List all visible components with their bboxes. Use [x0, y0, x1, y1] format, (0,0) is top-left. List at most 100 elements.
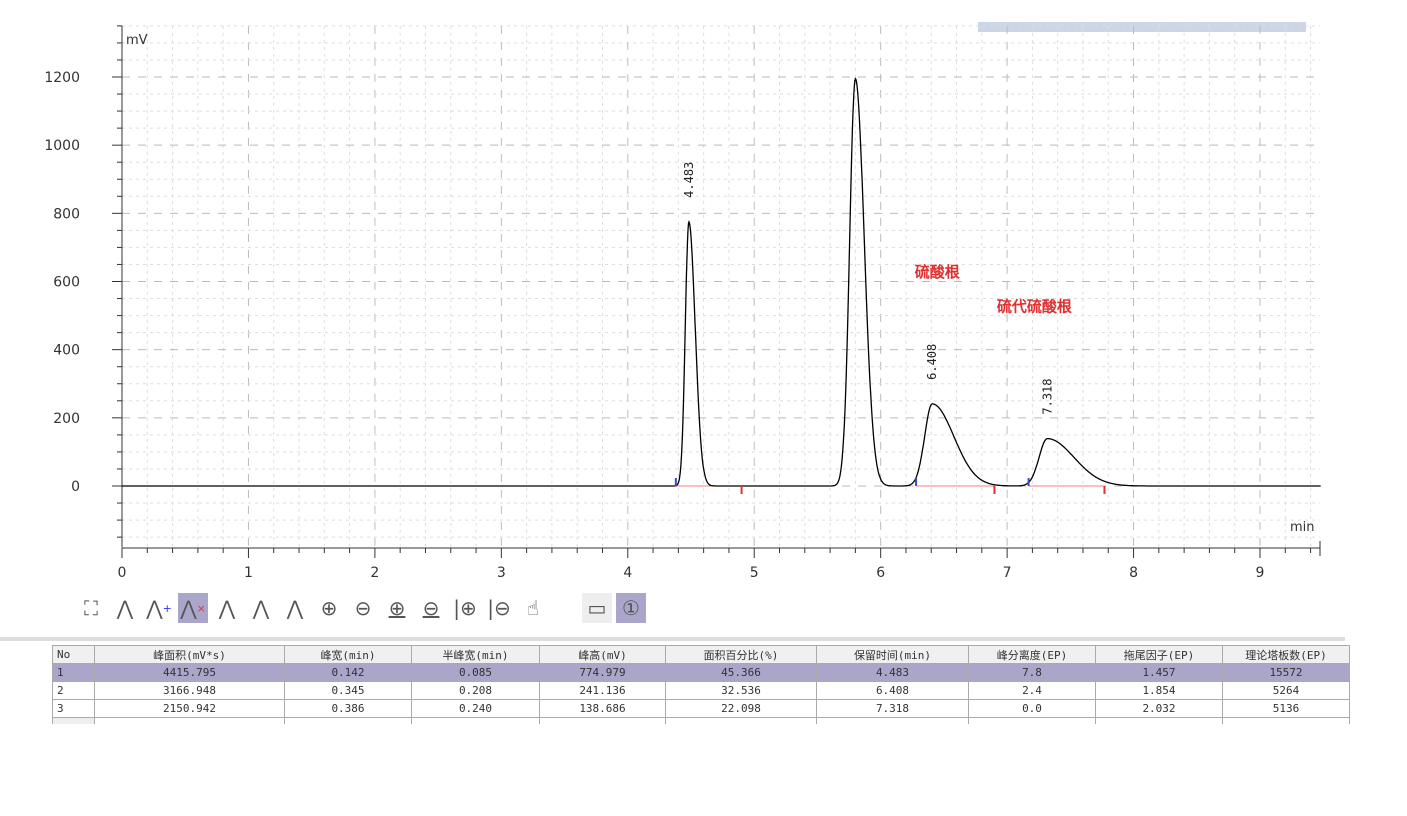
column-header[interactable]: 理论塔板数(EP) [1222, 645, 1350, 664]
table-cell [1222, 717, 1350, 724]
y-tick-label: 200 [53, 411, 80, 427]
chromatogram-trace [122, 77, 1321, 487]
table-cell: 5264 [1222, 681, 1350, 700]
table-cell: 4415.795 [94, 663, 285, 682]
zoom-in-icon[interactable]: ⊕ [320, 596, 338, 620]
table-cell: 32.536 [665, 681, 817, 700]
zoom-in-y-icon[interactable]: ⊕ [388, 596, 406, 620]
x-tick-label: 6 [876, 565, 885, 581]
table-cell: 7.318 [816, 699, 969, 718]
column-header[interactable]: 半峰宽(min) [411, 645, 540, 664]
table-cell: 774.979 [539, 663, 666, 682]
table-row[interactable]: 2 3166.948 0.345 0.208 241.136 32.536 6.408 2.4… [52, 681, 1350, 700]
table-row[interactable]: 3 2150.942 0.386 0.240 138.686 22.098 7.318 0.0… [52, 699, 1350, 718]
table-cell: 2 [52, 681, 95, 700]
table-cell: 2.032 [1095, 699, 1223, 718]
table-row[interactable]: 1 4415.795 0.142 0.085 774.979 45.366 4.483 7.8… [52, 663, 1350, 682]
zoom-out-icon[interactable]: ⊖ [354, 596, 372, 620]
x-tick-label: 8 [1129, 565, 1138, 581]
table-cell: 2.4 [968, 681, 1096, 700]
toolbar: ⛶ ⋀ ⋀ + ⋀ × ⋀ ⋀ ⋀ ⊕ ⊖ ⊕ ⊖ |⊕ |⊖ ☝ ▭ ① [76, 592, 646, 624]
y-tick-label: 0 [71, 479, 80, 495]
y-tick-label: 1000 [44, 138, 80, 154]
x-tick-label: 4 [623, 565, 632, 581]
peak-table: No 峰面积(mV*s) 峰宽(min) 半峰宽(min) 峰高(mV) 面积百分比(%)… [52, 645, 1350, 724]
table-cell: 241.136 [539, 681, 666, 700]
table-cell: 1.854 [1095, 681, 1223, 700]
peak-retention-label: 7.318 [1040, 378, 1054, 414]
table-cell [52, 717, 95, 724]
x-tick-label: 7 [1003, 565, 1012, 581]
fit-view-icon[interactable]: ⛶ [84, 596, 98, 620]
peak-name-label: 硫代硫酸根 [997, 298, 1072, 316]
zoom-out-x-icon[interactable]: |⊖ [487, 596, 511, 620]
zoom-in-x-icon[interactable]: |⊕ [453, 596, 477, 620]
column-header[interactable]: 保留时间(min) [816, 645, 969, 664]
peak-icon[interactable]: ⋀ [116, 596, 134, 620]
y-tick-label: 600 [53, 275, 80, 291]
table-cell [1095, 717, 1223, 724]
channel-1-icon[interactable]: ① [616, 593, 646, 623]
table-cell: 7.8 [968, 663, 1096, 682]
table-cell [284, 717, 412, 724]
chromatogram-chart[interactable]: 0 200 400 600 800 1000 1200 0 1 2 3 4 5 6 7 8 9 mV min 4.48… [0, 0, 1407, 590]
y-axis-label: mV [126, 33, 148, 48]
table-cell: 6.408 [816, 681, 969, 700]
empty-row [52, 717, 1350, 724]
column-header[interactable]: 拖尾因子(EP) [1095, 645, 1223, 664]
table-cell [539, 717, 666, 724]
y-tick-label: 800 [53, 206, 80, 222]
x-axis-label: min [1290, 520, 1315, 535]
ruler-icon[interactable]: ▭ [582, 593, 612, 623]
table-cell [94, 717, 285, 724]
table-cell: 45.366 [665, 663, 817, 682]
table-cell: 0.208 [411, 681, 540, 700]
table-cell: 0.386 [284, 699, 412, 718]
table-cell: 0.345 [284, 681, 412, 700]
column-header[interactable]: 峰面积(mV*s) [94, 645, 285, 664]
column-header[interactable]: 峰宽(min) [284, 645, 412, 664]
x-tick-label: 0 [118, 565, 127, 581]
peak-retention-label: 6.408 [925, 344, 939, 380]
table-cell: 15572 [1222, 663, 1350, 682]
y-tick-label: 1200 [44, 70, 80, 86]
peak-start-icon[interactable]: ⋀ [218, 596, 236, 620]
table-cell: 0.142 [284, 663, 412, 682]
x-tick-label: 9 [1256, 565, 1265, 581]
x-tick-label: 3 [497, 565, 506, 581]
table-cell: 1 [52, 663, 95, 682]
table-cell: 22.098 [665, 699, 817, 718]
column-header[interactable]: 峰高(mV) [539, 645, 666, 664]
split-peak-icon[interactable]: ⋀ [286, 596, 304, 620]
table-cell: 0.240 [411, 699, 540, 718]
table-cell: 2150.942 [94, 699, 285, 718]
table-cell: 0.085 [411, 663, 540, 682]
table-cell [665, 717, 817, 724]
table-cell: 3 [52, 699, 95, 718]
x-tick-label: 5 [750, 565, 759, 581]
divider [0, 637, 1345, 641]
column-header[interactable]: 面积百分比(%) [665, 645, 817, 664]
table-cell: 138.686 [539, 699, 666, 718]
table-cell [968, 717, 1096, 724]
table-cell: 4.483 [816, 663, 969, 682]
peak-baseline-icon[interactable]: ⋀ [252, 596, 270, 620]
x-tick-label: 1 [244, 565, 253, 581]
zoom-out-y-icon[interactable]: ⊖ [422, 596, 440, 620]
table-cell: 5136 [1222, 699, 1350, 718]
table-cell: 0.0 [968, 699, 1096, 718]
peak-retention-label: 4.483 [682, 162, 696, 198]
add-peak-icon[interactable]: ⋀ + [146, 596, 172, 620]
delete-peak-icon[interactable]: ⋀ × [178, 593, 208, 623]
table-cell: 1.457 [1095, 663, 1223, 682]
table-cell [816, 717, 969, 724]
column-header[interactable]: 峰分离度(EP) [968, 645, 1096, 664]
peak-name-label: 硫酸根 [915, 263, 960, 281]
y-tick-label: 400 [53, 343, 80, 359]
table-cell: 3166.948 [94, 681, 285, 700]
table-cell [411, 717, 540, 724]
x-tick-label: 2 [370, 565, 379, 581]
pan-hand-icon[interactable]: ☝ [526, 596, 540, 620]
legend-panel [978, 22, 1306, 32]
column-header[interactable]: No [52, 645, 95, 664]
